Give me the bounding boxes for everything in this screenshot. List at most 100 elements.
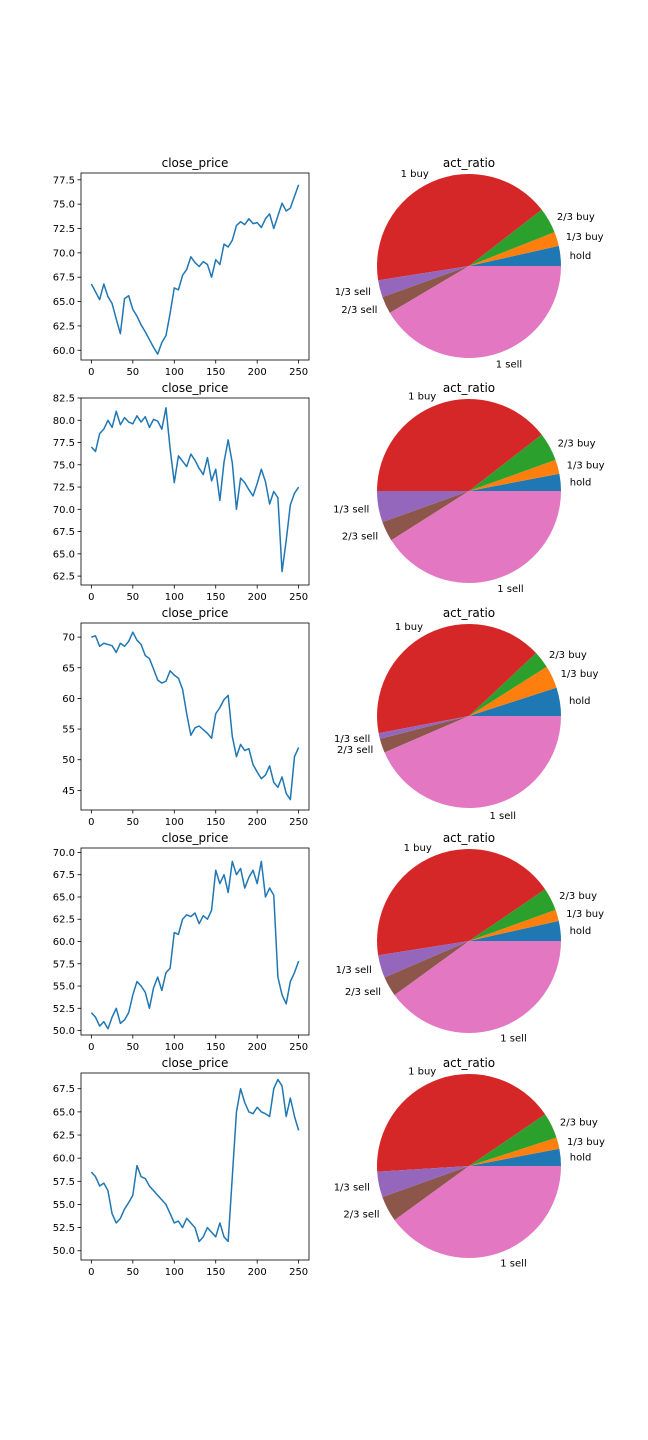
x-tick-label: 150 [206,1267,225,1278]
chart-title: close_price [162,1056,229,1070]
pie-slice-2-3-buy [469,209,555,266]
pie-label: 2/3 buy [559,891,597,902]
x-tick-label: 0 [88,367,94,378]
y-tick-label: 50 [62,755,75,766]
pie-label: 1/3 buy [566,232,604,243]
pie-chart-7: hold 1/3 buy 2/3 buy 1 buy 1/3 sell 2/3 sell 1… [336,831,605,1044]
y-tick-label: 70.0 [53,248,75,259]
chart-title: act_ratio [443,156,495,170]
pie-slice-1-3-sell [377,491,469,523]
line-chart-8: 0 50 100 150 200 250 50.0 52.5 55.0 57.5 60.0 62.5 6… [53,1056,310,1278]
pie-label: 1/3 buy [566,909,604,920]
pie-chart-1: hold 1/3 buy 2/3 buy 1 buy 1/3 sell 2/3 sell 1… [335,156,604,371]
y-tick-label: 65 [62,663,75,674]
plot-area [81,848,309,1035]
x-tick-label: 50 [126,817,139,828]
y-tick-label: 55.0 [53,982,75,993]
pie-label: 1 sell [500,1033,526,1044]
x-tick-label: 50 [126,367,139,378]
pie-label: 2/3 sell [337,745,373,756]
pie-label: 1/3 buy [567,460,605,471]
pie-slice-2-3-buy [469,653,547,716]
pie-label: 1 buy [408,391,436,402]
pie-label: 1 sell [496,360,522,371]
pie-slice-hold [469,1148,561,1166]
x-tick-label: 50 [126,1267,139,1278]
x-tick-label: 200 [248,367,267,378]
axes-frame [80,397,310,586]
y-tick-label: 60 [62,694,75,705]
pie-slice-1-sell [394,1166,561,1259]
y-tick-label: 62.5 [53,572,75,583]
pie-slice-1-3-buy [469,1137,560,1166]
pie-label: hold [570,477,592,488]
pie-label: 1 sell [497,584,523,595]
pie-chart-9: hold 1/3 buy 2/3 buy 1 buy 1/3 sell 2/3 sell 1… [334,1056,605,1269]
pie-slice-1-buy [376,173,542,281]
y-tick-label: 62.5 [53,321,75,332]
pie-label: 1/3 sell [334,1183,370,1194]
pie-slice-2-3-sell [382,491,469,541]
pie-label: 1/3 buy [561,669,599,680]
y-tick-label: 67.5 [53,1084,75,1095]
x-tick-label: 200 [248,817,267,828]
y-tick-label: 70.0 [53,505,75,516]
y-tick-label: 80.0 [53,416,75,427]
pie-label: 1/3 sell [334,734,370,745]
y-tick-label: 77.5 [53,438,75,449]
pie-slice-1-buy [377,399,542,491]
y-tick-label: 67.5 [53,273,75,284]
pie-slice-1-sell [391,491,561,584]
pie-slice-2-3-sell [379,716,469,753]
pie-slice-1-3-sell [378,716,469,739]
x-tick-label: 0 [88,592,94,603]
pie-slice-2-3-sell [382,1166,469,1221]
y-tick-label: 72.5 [53,224,75,235]
pie-slice-1-3-sell [378,941,469,978]
y-tick-label: 50.0 [53,1026,75,1037]
pie-label: 2/3 sell [345,987,381,998]
y-tick-label: 67.5 [53,870,75,881]
axes-frame [80,1072,310,1261]
x-tick-label: 0 [88,1042,94,1053]
y-tick-label: 52.5 [53,1223,75,1234]
y-tick-label: 55.0 [53,1200,75,1211]
pie-slice-1-3-buy [469,909,559,941]
pie-slice-1-buy [376,1074,546,1172]
y-tick-label: 75.0 [53,200,75,211]
pie-label: 2/3 buy [560,1117,598,1128]
pie-slice-2-3-buy [469,434,556,491]
y-tick-label: 72.5 [53,483,75,494]
pie-slice-2-3-sell [382,266,469,313]
pie-slice-1-3-sell [378,266,469,298]
pie-label: 1 buy [404,843,432,854]
y-tick-label: 70 [62,633,75,644]
price-series-line [91,631,300,801]
pie-label: 1 sell [490,811,516,822]
pie-label: hold [570,251,592,262]
pie-label: 1/3 sell [336,965,372,976]
x-tick-label: 0 [88,1267,94,1278]
x-tick-label: 200 [248,1042,267,1053]
y-tick-label: 60.0 [53,1154,75,1165]
chart-title: act_ratio [443,381,495,395]
price-series-line [90,407,300,573]
axes-frame [80,622,310,811]
x-tick-label: 250 [289,592,308,603]
pie-slice-2-3-buy [469,1114,557,1166]
x-tick-label: 150 [206,817,225,828]
pie-label: 1/3 sell [333,504,369,515]
y-tick-label: 52.5 [53,1004,75,1015]
y-tick-label: 57.5 [53,959,75,970]
line-chart-2: 0 50 100 150 200 250 62.5 65.0 67.5 70.0 72.5 75.0 7… [53,381,310,603]
y-tick-label: 82.5 [53,394,75,405]
pie-slice-1-3-buy [469,666,557,716]
y-tick-label: 60.0 [53,346,75,357]
pie-slice-2-3-buy [469,889,556,941]
pie-label: 2/3 sell [342,532,378,543]
y-tick-label: 70.0 [53,848,75,859]
price-series-line [90,1078,300,1243]
chart-title: close_price [162,831,229,845]
x-tick-label: 100 [165,1042,184,1053]
